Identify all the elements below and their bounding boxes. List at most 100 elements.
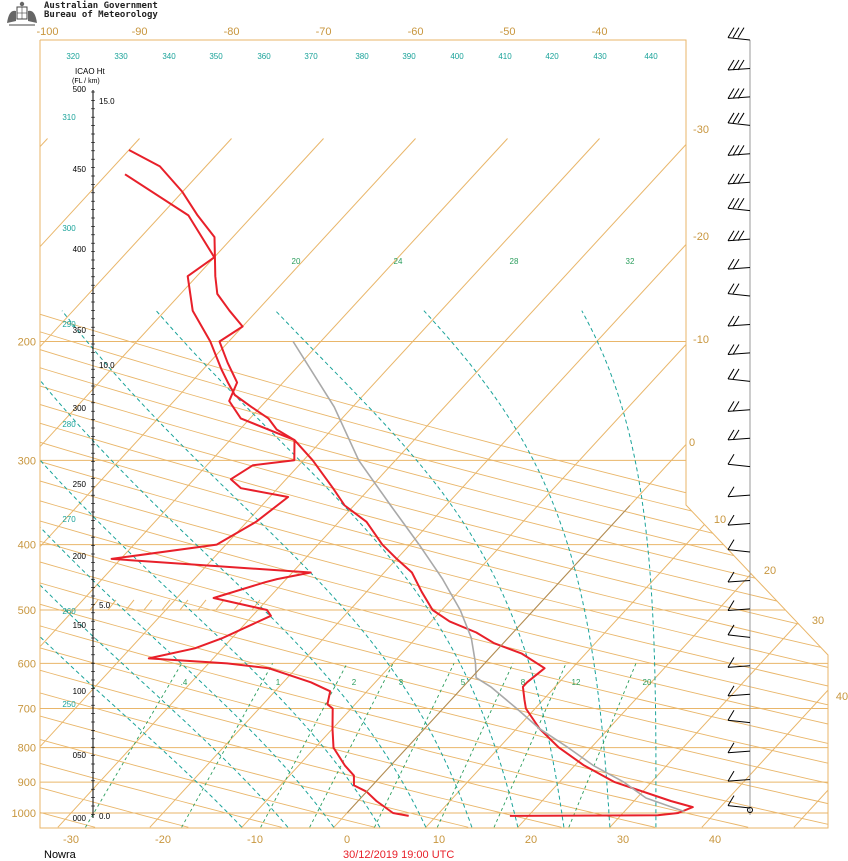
hatch-mark bbox=[197, 599, 207, 611]
wind-barb-feather bbox=[727, 429, 735, 441]
calm-wind-circle bbox=[747, 807, 753, 813]
moist-adiabat bbox=[423, 310, 611, 828]
mixing-ratio-label: 8 bbox=[521, 678, 526, 687]
wind-barb bbox=[727, 454, 751, 468]
dry-adiabat bbox=[40, 138, 828, 828]
wind-barb-staff bbox=[727, 463, 751, 468]
temperature-top-tick-label: -100 bbox=[37, 26, 59, 38]
hatch-mark bbox=[251, 599, 261, 611]
theta-label: 370 bbox=[304, 52, 318, 61]
isotherm bbox=[40, 138, 232, 828]
flight-level-label: 100 bbox=[73, 687, 87, 696]
isotherm bbox=[517, 138, 828, 828]
wind-barb-feather bbox=[732, 315, 740, 327]
wind-barb-feather bbox=[732, 230, 740, 241]
dry-adiabat bbox=[40, 138, 749, 828]
height-km-label: 5.0 bbox=[99, 601, 111, 610]
wind-barb-staff bbox=[727, 719, 751, 724]
wind-barb-feather bbox=[737, 198, 745, 209]
wind-barb-staff bbox=[727, 267, 751, 270]
pressure-label: 200 bbox=[18, 337, 36, 349]
wind-barb bbox=[727, 795, 751, 809]
dry-adiabat bbox=[40, 138, 828, 828]
temperature-top-tick-label: -40 bbox=[592, 26, 608, 38]
thetae-label: 28 bbox=[510, 257, 519, 266]
wind-barb-feather bbox=[732, 258, 740, 270]
dry-adiabat bbox=[40, 138, 828, 828]
wind-barb-feather bbox=[727, 59, 735, 71]
wind-barb-feather bbox=[737, 112, 745, 124]
wind-barb-feather bbox=[727, 283, 735, 294]
wind-barb bbox=[727, 59, 751, 71]
station-name: Nowra bbox=[44, 849, 76, 861]
pressure-label: 900 bbox=[18, 777, 36, 789]
flight-level-label: 300 bbox=[73, 404, 87, 413]
pressure-label: 1000 bbox=[12, 808, 36, 820]
flight-level-label: 350 bbox=[73, 326, 87, 335]
wind-barb bbox=[727, 710, 751, 724]
theta-label: 260 bbox=[62, 607, 76, 616]
wind-barb-feather bbox=[737, 59, 745, 71]
temperature-tick-label: 40 bbox=[709, 834, 721, 846]
temperature-tick-label: -10 bbox=[247, 834, 263, 846]
flight-level-label: 400 bbox=[73, 245, 87, 254]
mixing-ratio-line bbox=[309, 663, 394, 828]
temperature-top-tick-label: -60 bbox=[408, 26, 424, 38]
wind-barb-feather bbox=[727, 315, 735, 327]
dry-adiabat bbox=[40, 138, 828, 828]
wind-barb-feather bbox=[732, 283, 740, 294]
theta-label: 360 bbox=[257, 52, 271, 61]
dry-adiabat bbox=[40, 138, 828, 828]
wind-barb-feather bbox=[732, 173, 740, 185]
moist-adiabat bbox=[61, 310, 473, 828]
pressure-label: 400 bbox=[18, 540, 36, 552]
wind-barb bbox=[727, 770, 751, 782]
wind-barb-feather bbox=[732, 198, 740, 209]
dry-adiabat bbox=[40, 138, 828, 828]
thetae-label: 20 bbox=[292, 257, 301, 266]
temperature-tick-label: 30 bbox=[617, 834, 629, 846]
wind-barb-feather bbox=[727, 454, 735, 465]
wind-barb bbox=[727, 145, 751, 156]
mixing-ratio-line bbox=[85, 663, 183, 828]
dry-adiabat bbox=[40, 138, 282, 828]
wind-barb bbox=[727, 173, 751, 185]
wind-barb-feather bbox=[732, 401, 740, 412]
dry-adiabat bbox=[40, 138, 828, 828]
dry-adiabat bbox=[40, 138, 562, 828]
wind-barb-feather bbox=[732, 145, 740, 156]
wind-barb bbox=[727, 401, 751, 412]
wind-barb-feather bbox=[737, 88, 745, 99]
wind-barb-feather bbox=[727, 600, 735, 611]
wind-barb-staff bbox=[727, 665, 751, 668]
mixing-ratio-line bbox=[181, 663, 273, 828]
wind-barb-staff bbox=[727, 608, 751, 611]
temperature-top-tick-label: -90 bbox=[132, 26, 148, 38]
wind-barb bbox=[727, 315, 751, 327]
observation-datetime: 30/12/2019 19:00 UTC bbox=[343, 849, 455, 861]
dry-adiabat bbox=[40, 138, 828, 828]
theta-label: 320 bbox=[66, 52, 80, 61]
temperature-tick-label: 20 bbox=[525, 834, 537, 846]
wind-barb-feather bbox=[732, 59, 740, 71]
wind-barb-feather bbox=[727, 230, 735, 241]
wind-barb-staff bbox=[727, 693, 751, 697]
wind-barb bbox=[727, 283, 751, 297]
temperature-top-tick-label: -50 bbox=[500, 26, 516, 38]
wind-barb bbox=[727, 230, 751, 242]
wind-barb-staff bbox=[727, 352, 751, 355]
wind-barb-feather bbox=[737, 173, 745, 185]
theta-label: 290 bbox=[62, 320, 76, 329]
wind-barb-staff bbox=[727, 378, 751, 382]
wind-barb-feather bbox=[727, 571, 735, 583]
wind-barb-feather bbox=[737, 145, 745, 156]
pressure-label: 300 bbox=[18, 455, 36, 467]
wind-barb-staff bbox=[727, 494, 751, 498]
moist-adiabat bbox=[40, 310, 243, 828]
wind-barb bbox=[727, 624, 751, 638]
isotherm-edge-label: 0 bbox=[689, 437, 695, 449]
hatch-mark bbox=[179, 599, 189, 611]
wind-barb bbox=[727, 539, 751, 553]
wind-barb bbox=[727, 429, 751, 441]
flight-level-label: 050 bbox=[73, 751, 87, 760]
